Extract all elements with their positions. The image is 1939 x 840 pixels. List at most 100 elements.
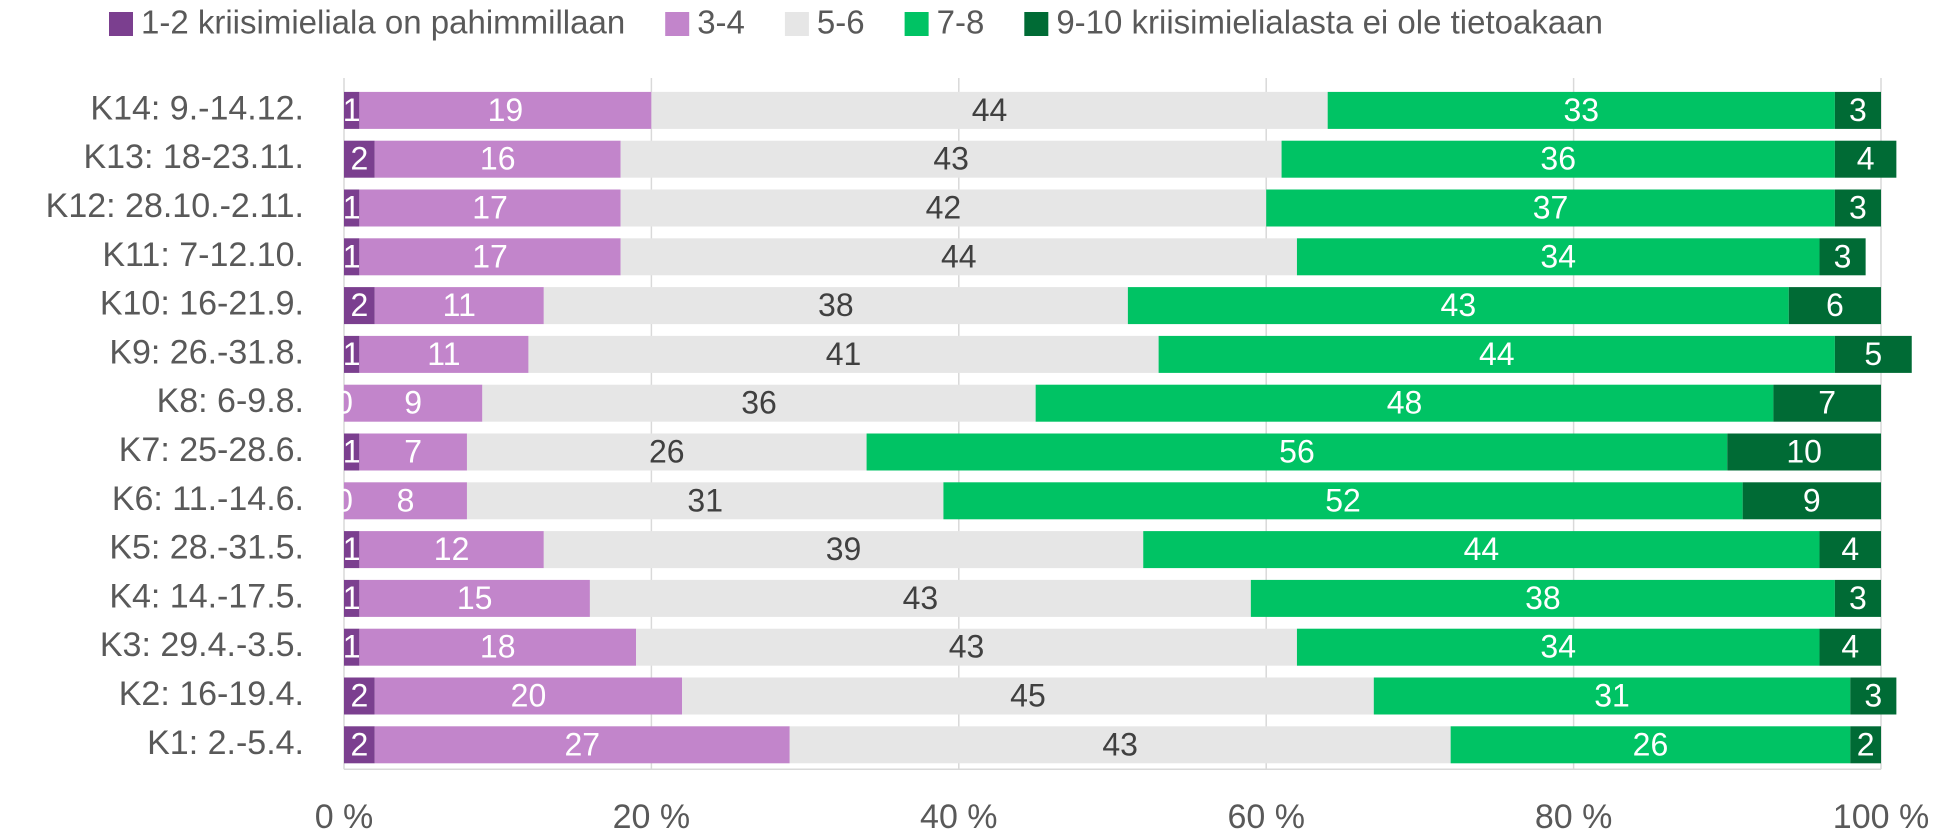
data-label: 2 [350, 287, 368, 323]
bar-segment [789, 726, 1451, 764]
data-label: 3 [1864, 677, 1882, 713]
data-label: 44 [941, 238, 977, 274]
legend-swatch [109, 12, 133, 36]
data-label: 2 [350, 726, 368, 762]
bar-segment [374, 287, 544, 325]
bar-segment [344, 335, 360, 373]
x-tick-label: 40 % [920, 798, 998, 836]
bar-segment [1834, 335, 1912, 373]
x-tick-label: 60 % [1227, 798, 1305, 836]
y-tick-label: K14: 9.-14.12. [90, 89, 304, 127]
bar-segment [359, 433, 467, 471]
data-label: 1 [343, 238, 361, 274]
bar-segment [344, 384, 483, 422]
bar-segment [344, 140, 375, 178]
bar-segment [636, 628, 1297, 666]
data-label: 31 [1594, 677, 1630, 713]
data-label: 8 [397, 482, 415, 518]
bar-segment [1143, 531, 1820, 569]
y-tick-label: K10: 16-21.9. [100, 285, 304, 323]
data-label: 20 [511, 677, 547, 713]
y-tick-label: K4: 14.-17.5. [109, 577, 304, 615]
legend-swatch [665, 12, 690, 36]
y-tick-label: K3: 29.4.-3.5. [100, 626, 304, 664]
data-label: 2 [1857, 726, 1875, 762]
bar-segment [359, 189, 621, 227]
bar-segment [543, 287, 1128, 325]
bar-segment [1296, 238, 1820, 276]
y-tick-label: K12: 28.10.-2.11. [46, 187, 304, 225]
bar-segment [1035, 384, 1774, 422]
data-label: 1 [343, 580, 361, 616]
data-label: 44 [1479, 336, 1515, 372]
bar-segment [1327, 91, 1835, 129]
data-label: 1 [343, 433, 361, 469]
bar-segment [943, 482, 1743, 520]
data-label: 2 [350, 677, 368, 713]
data-label: 43 [903, 580, 939, 616]
data-label: 1 [343, 189, 361, 225]
data-label: 37 [1533, 189, 1569, 225]
bar-segment [344, 482, 467, 520]
data-label: 26 [649, 433, 685, 469]
data-label: 34 [1540, 629, 1576, 665]
bar-segment [1834, 91, 1881, 129]
bar-segment [359, 579, 590, 617]
data-label: 36 [741, 385, 777, 421]
x-tick-label: 80 % [1535, 798, 1613, 836]
data-label: 38 [818, 287, 854, 323]
data-label: 31 [687, 482, 723, 518]
data-label: 11 [427, 336, 460, 372]
data-label: 42 [926, 189, 962, 225]
data-label: 34 [1540, 238, 1576, 274]
bar-segment [589, 579, 1251, 617]
data-label: 17 [472, 238, 508, 274]
data-label: 6 [1826, 287, 1844, 323]
data-label: 41 [826, 336, 862, 372]
legend-label: 5-6 [817, 4, 865, 41]
bar-segment [359, 531, 544, 569]
legend-swatch [784, 12, 809, 36]
data-label: 43 [949, 629, 985, 665]
data-label: 10 [1786, 433, 1822, 469]
data-label: 43 [1102, 726, 1138, 762]
data-label: 33 [1563, 92, 1599, 128]
bar-segment [1834, 579, 1881, 617]
bar-segment [344, 91, 360, 129]
bar-segment [1373, 677, 1851, 715]
y-tick-label: K6: 11.-14.6. [112, 480, 304, 518]
data-label: 45 [1010, 677, 1046, 713]
bar-segment [482, 384, 1036, 422]
data-label: 1 [343, 531, 361, 567]
data-label: 26 [1633, 726, 1669, 762]
legend-label: 9-10 kriisimielialasta ei ole tietoakaan [1056, 4, 1603, 41]
bar-segment [359, 91, 652, 129]
bar-segment [682, 677, 1374, 715]
y-tick-label: K13: 18-23.11. [83, 138, 304, 176]
bar-segment [1727, 433, 1881, 471]
x-tick-label: 20 % [613, 798, 691, 836]
bar-segment [344, 189, 360, 227]
bar-segment [344, 238, 360, 276]
bar-segment [344, 433, 360, 471]
data-label: 7 [1818, 385, 1836, 421]
bar-segment [1250, 579, 1835, 617]
data-label: 48 [1387, 385, 1423, 421]
bar-segment [1773, 384, 1881, 422]
data-label: 44 [972, 92, 1008, 128]
data-label: 52 [1325, 482, 1361, 518]
data-label: 11 [443, 287, 476, 323]
bar-segment [359, 335, 529, 373]
data-label: 43 [933, 141, 969, 177]
bar-segment [620, 140, 1282, 178]
data-label: 44 [1464, 531, 1500, 567]
bar-segment [374, 677, 683, 715]
data-label: 5 [1864, 336, 1882, 372]
data-label: 17 [472, 189, 508, 225]
data-label: 0 [335, 385, 353, 421]
bar-segment [1281, 140, 1835, 178]
bar-segment [1834, 189, 1881, 227]
data-label: 4 [1841, 629, 1859, 665]
data-label: 18 [480, 629, 516, 665]
